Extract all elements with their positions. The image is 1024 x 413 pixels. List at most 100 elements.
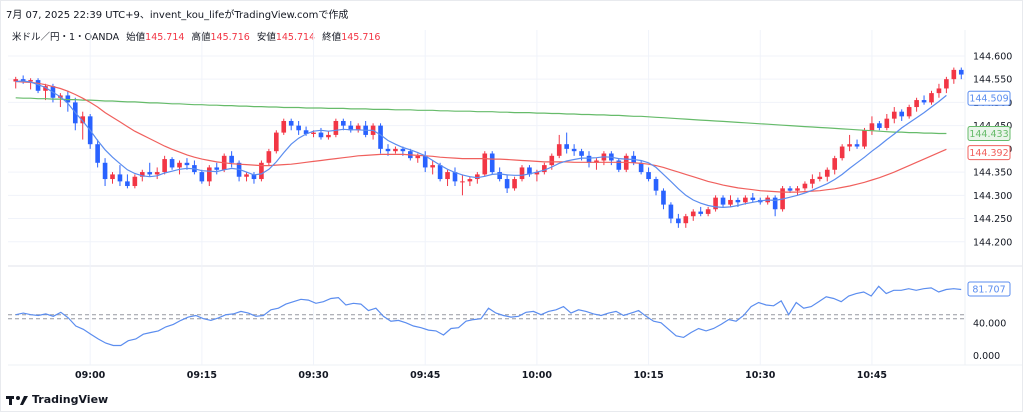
candle-body bbox=[542, 165, 547, 173]
candle-body bbox=[810, 179, 815, 184]
ma-mid-line bbox=[15, 80, 947, 193]
created-by-line: 7月 07, 2025 22:39 UTC+9、invent_kou_lifeが… bbox=[6, 10, 349, 21]
candle-body bbox=[154, 172, 160, 175]
candle-body bbox=[690, 211, 696, 217]
time-tick-label: 09:15 bbox=[187, 370, 217, 381]
price-tick-label: 144.200 bbox=[973, 237, 1012, 248]
candle-body bbox=[839, 146, 845, 159]
candle-body bbox=[281, 120, 287, 133]
candle-body bbox=[556, 144, 562, 156]
candle-body bbox=[65, 95, 71, 103]
candle-body bbox=[20, 79, 26, 82]
candle-body bbox=[914, 100, 919, 108]
candle-body bbox=[460, 181, 465, 183]
candle-body bbox=[139, 172, 145, 177]
candle-body bbox=[251, 174, 257, 180]
candle-body bbox=[214, 167, 220, 170]
candle-body bbox=[698, 211, 703, 214]
candle-body bbox=[884, 118, 890, 128]
time-tick-label: 10:00 bbox=[522, 370, 553, 381]
candle-body bbox=[162, 159, 167, 173]
candle-body bbox=[586, 155, 592, 163]
candle-body bbox=[653, 179, 659, 191]
candle-body bbox=[877, 123, 882, 128]
candle-body bbox=[467, 179, 473, 182]
candle-body bbox=[705, 209, 711, 214]
rsi-tick-label: 40.000 bbox=[973, 318, 1006, 329]
candle-body bbox=[452, 172, 458, 182]
open-value: 145.714 bbox=[145, 32, 185, 43]
candle-body bbox=[713, 197, 718, 210]
candle-body bbox=[199, 172, 205, 182]
time-tick-label: 10:30 bbox=[745, 370, 776, 381]
candle-body bbox=[594, 160, 599, 163]
close-label: 終値 bbox=[322, 32, 342, 43]
candle-body bbox=[13, 79, 19, 82]
time-tick-label: 09:00 bbox=[75, 370, 106, 381]
candle-body bbox=[482, 153, 488, 175]
symbol-name: 米ドル／円・1・OANDA bbox=[12, 32, 120, 43]
candle-body bbox=[400, 148, 406, 152]
candle-body bbox=[489, 153, 495, 173]
candle-body bbox=[564, 144, 569, 149]
candle-body bbox=[906, 107, 912, 117]
candle-body bbox=[668, 204, 674, 219]
candle-body bbox=[385, 148, 391, 152]
candle-body bbox=[735, 199, 741, 203]
price-tick-label: 144.300 bbox=[973, 191, 1012, 202]
time-tick-label: 10:15 bbox=[633, 370, 663, 381]
price-tick-label: 144.350 bbox=[973, 168, 1012, 179]
candle-body bbox=[206, 167, 212, 182]
time-tick-label: 09:30 bbox=[298, 370, 329, 381]
low-label: 安値 bbox=[256, 32, 276, 43]
candle-body bbox=[579, 151, 584, 156]
candle-body bbox=[683, 216, 689, 224]
candle-body bbox=[259, 162, 264, 180]
candle-body bbox=[534, 172, 540, 175]
candle-body bbox=[326, 134, 331, 138]
candle-body bbox=[445, 172, 450, 180]
ma-short-line bbox=[15, 80, 947, 209]
candle-body bbox=[415, 155, 421, 159]
candle-body bbox=[638, 162, 644, 173]
candle-body bbox=[28, 80, 33, 82]
symbol-legend: 米ドル／円・1・OANDA 始値145.714 高値145.716 安値145.… bbox=[12, 29, 380, 43]
candle-body bbox=[497, 172, 502, 180]
candle-body bbox=[944, 79, 949, 89]
candle-body bbox=[229, 155, 234, 163]
candle-body bbox=[244, 174, 249, 177]
candle-body bbox=[571, 148, 577, 152]
candle-body bbox=[854, 144, 860, 147]
rsi-tick-label: 0.000 bbox=[973, 351, 1000, 362]
candle-body bbox=[720, 197, 726, 205]
candle-body bbox=[169, 159, 175, 168]
candle-body bbox=[288, 120, 294, 126]
ma-mid-price-label-box bbox=[967, 145, 1011, 161]
close-value: 145.716 bbox=[341, 32, 381, 43]
candle-body bbox=[102, 162, 108, 180]
candle-body bbox=[475, 174, 480, 180]
candle-body bbox=[743, 197, 748, 203]
candle-body bbox=[512, 179, 517, 189]
candle-body bbox=[728, 199, 733, 205]
ma-short-price-label-box bbox=[967, 90, 1011, 106]
low-value: 145.714 bbox=[275, 32, 316, 43]
high-label: 高値 bbox=[191, 32, 211, 43]
candle-body bbox=[422, 155, 428, 168]
candle-body bbox=[430, 165, 435, 168]
candle-body bbox=[341, 120, 346, 126]
candle-body bbox=[832, 158, 838, 170]
candle-body bbox=[303, 130, 309, 134]
rsi-price-label-box bbox=[967, 281, 1011, 297]
candle-body bbox=[661, 190, 666, 205]
tradingview-footer: TradingView bbox=[6, 393, 108, 406]
candle-body bbox=[125, 181, 130, 187]
ma-long-line bbox=[15, 97, 947, 135]
ma-long-price-label-box bbox=[967, 126, 1011, 142]
candle-body bbox=[795, 188, 800, 191]
candle-body bbox=[899, 111, 905, 117]
candle-body bbox=[847, 144, 852, 147]
candle-body bbox=[43, 86, 48, 91]
price-tick-label: 144.250 bbox=[973, 214, 1012, 225]
